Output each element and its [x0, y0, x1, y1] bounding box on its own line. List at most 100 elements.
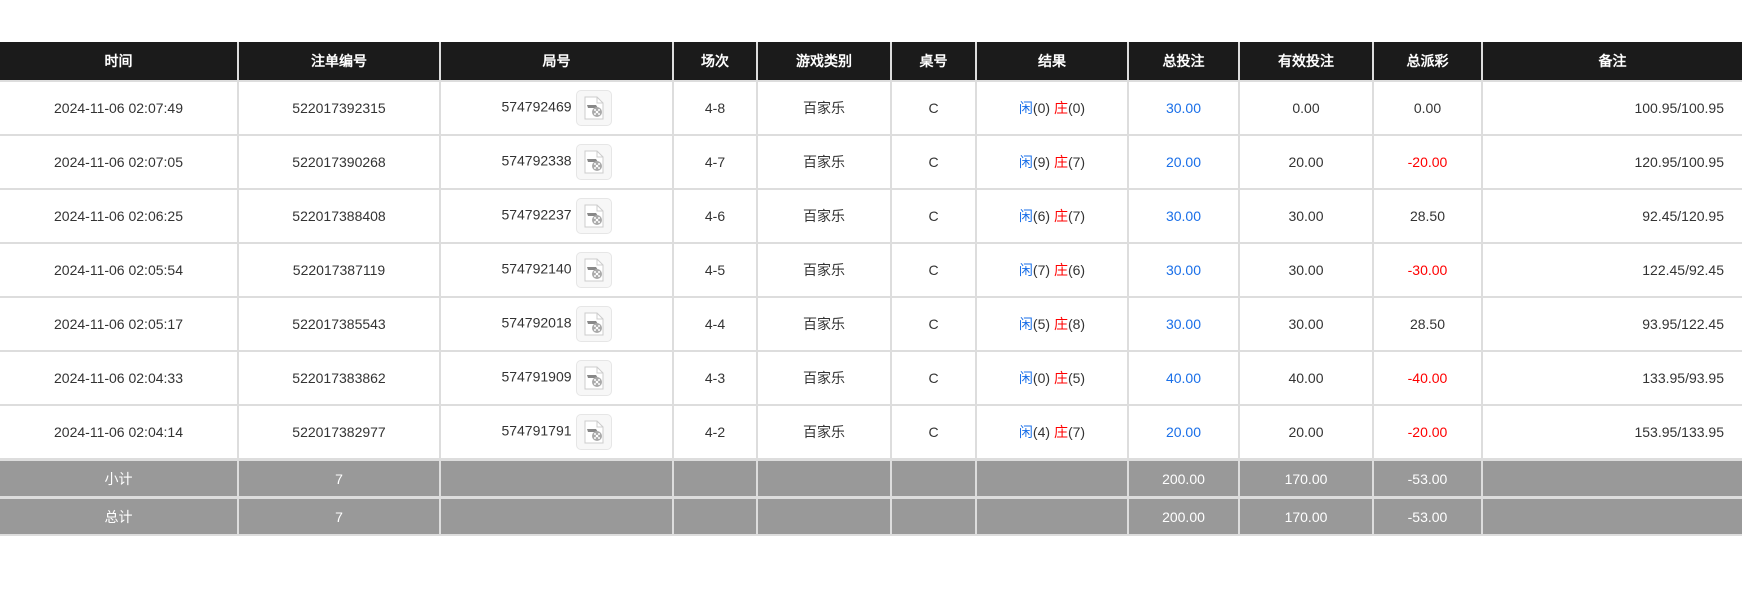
payout: 28.50	[1372, 188, 1482, 243]
banker-label: 庄	[1053, 154, 1068, 170]
summary-label: 小计	[0, 458, 238, 498]
banker-score: (7)	[1067, 154, 1086, 170]
round-cell: 574791791	[439, 404, 673, 460]
round-cell: 574792018	[439, 296, 673, 351]
round-cell: 574791909	[439, 350, 673, 405]
round-number: 574792140	[501, 260, 572, 277]
shoe-round: 4-5	[672, 242, 757, 297]
game-replay-button[interactable]	[575, 198, 612, 234]
bet-number: 522017382977	[237, 404, 440, 460]
payout: -20.00	[1372, 404, 1482, 460]
summary-total-bet: 200.00	[1127, 458, 1239, 498]
player-label: 闲	[1018, 316, 1033, 332]
player-score: (0)	[1032, 100, 1051, 116]
column-header: 结果	[975, 42, 1128, 81]
player-label: 闲	[1018, 100, 1033, 116]
summary-count: 7	[237, 496, 440, 536]
banker-label: 庄	[1053, 262, 1068, 278]
player-label: 闲	[1018, 208, 1033, 224]
game-type: 百家乐	[756, 242, 891, 297]
round-cell: 574792140	[439, 242, 673, 297]
payout: -40.00	[1372, 350, 1482, 405]
table-number: C	[890, 188, 976, 243]
table-header: 时间 注单编号 局号 场次 游戏类别 桌号 结果 总投注 有效投注 总派彩 备注	[0, 42, 1742, 81]
table-number: C	[890, 296, 976, 351]
banker-score: (5)	[1067, 370, 1086, 386]
column-header: 注单编号	[237, 42, 440, 81]
balance-note: 92.45/120.95	[1481, 188, 1742, 243]
shoe-round: 4-2	[672, 404, 757, 460]
balance-note: 133.95/93.95	[1481, 350, 1742, 405]
column-header: 时间	[0, 42, 238, 81]
round-number: 574792338	[501, 152, 572, 169]
result: 闲(0) 庄(0)	[975, 80, 1128, 135]
table-number: C	[890, 404, 976, 460]
balance-note: 122.45/92.45	[1481, 242, 1742, 297]
bet-number: 522017392315	[237, 80, 440, 135]
result: 闲(5) 庄(8)	[975, 296, 1128, 351]
payout: -20.00	[1372, 134, 1482, 189]
balance-note: 120.95/100.95	[1481, 134, 1742, 189]
game-type: 百家乐	[756, 188, 891, 243]
summary-valid-bet: 170.00	[1238, 496, 1373, 536]
total-bet: 20.00	[1127, 134, 1239, 189]
total-bet: 30.00	[1127, 188, 1239, 243]
bet-time: 2024-11-06 02:04:14	[0, 404, 238, 460]
round-cell: 574792338	[439, 134, 673, 189]
total-bet: 40.00	[1127, 350, 1239, 405]
column-header: 局号	[439, 42, 673, 81]
game-type: 百家乐	[756, 134, 891, 189]
player-label: 闲	[1018, 370, 1033, 386]
game-type: 百家乐	[756, 80, 891, 135]
bet-number: 522017390268	[237, 134, 440, 189]
summary-total-bet: 200.00	[1127, 496, 1239, 536]
banker-label: 庄	[1053, 424, 1068, 440]
bet-time: 2024-11-06 02:05:17	[0, 296, 238, 351]
game-replay-button[interactable]	[575, 306, 612, 342]
game-type: 百家乐	[756, 350, 891, 405]
game-replay-button[interactable]	[575, 360, 612, 396]
player-label: 闲	[1018, 262, 1033, 278]
valid-bet: 20.00	[1238, 134, 1373, 189]
shoe-round: 4-7	[672, 134, 757, 189]
summary-row: 总计 7 200.00 170.00 -53.00	[0, 496, 1742, 536]
column-header: 桌号	[890, 42, 976, 81]
column-header: 有效投注	[1238, 42, 1373, 81]
bet-time: 2024-11-06 02:05:54	[0, 242, 238, 297]
banker-score: (7)	[1067, 208, 1086, 224]
game-replay-button[interactable]	[575, 144, 612, 180]
table-number: C	[890, 80, 976, 135]
banker-label: 庄	[1053, 100, 1068, 116]
column-header: 总派彩	[1372, 42, 1482, 81]
summary-label: 总计	[0, 496, 238, 536]
round-number: 574792469	[501, 98, 572, 115]
bet-time: 2024-11-06 02:07:49	[0, 80, 238, 135]
round-number: 574792018	[501, 314, 572, 331]
table-row: 2024-11-06 02:05:17 522017385543 5747920…	[0, 296, 1742, 351]
table-row: 2024-11-06 02:04:33 522017383862 5747919…	[0, 350, 1742, 405]
valid-bet: 30.00	[1238, 188, 1373, 243]
game-replay-button[interactable]	[575, 90, 612, 126]
banker-score: (0)	[1067, 100, 1086, 116]
bet-records-table: 时间 注单编号 局号 场次 游戏类别 桌号 结果 总投注 有效投注 总派彩 备注 2024-11-0…	[0, 42, 1742, 536]
player-score: (4)	[1032, 424, 1051, 440]
balance-note: 93.95/122.45	[1481, 296, 1742, 351]
result: 闲(4) 庄(7)	[975, 404, 1128, 460]
table-row: 2024-11-06 02:06:25 522017388408 5747922…	[0, 188, 1742, 243]
column-header: 游戏类别	[756, 42, 891, 81]
table-number: C	[890, 242, 976, 297]
valid-bet: 0.00	[1238, 80, 1373, 135]
player-score: (6)	[1032, 208, 1051, 224]
game-replay-button[interactable]	[575, 414, 612, 450]
total-bet: 20.00	[1127, 404, 1239, 460]
player-score: (0)	[1032, 370, 1051, 386]
table-row: 2024-11-06 02:05:54 522017387119 5747921…	[0, 242, 1742, 297]
bet-number: 522017387119	[237, 242, 440, 297]
valid-bet: 30.00	[1238, 296, 1373, 351]
result: 闲(6) 庄(7)	[975, 188, 1128, 243]
bet-number: 522017383862	[237, 350, 440, 405]
balance-note: 153.95/133.95	[1481, 404, 1742, 460]
game-replay-button[interactable]	[575, 252, 612, 288]
player-score: (5)	[1032, 316, 1051, 332]
table-row: 2024-11-06 02:07:05 522017390268 5747923…	[0, 134, 1742, 189]
